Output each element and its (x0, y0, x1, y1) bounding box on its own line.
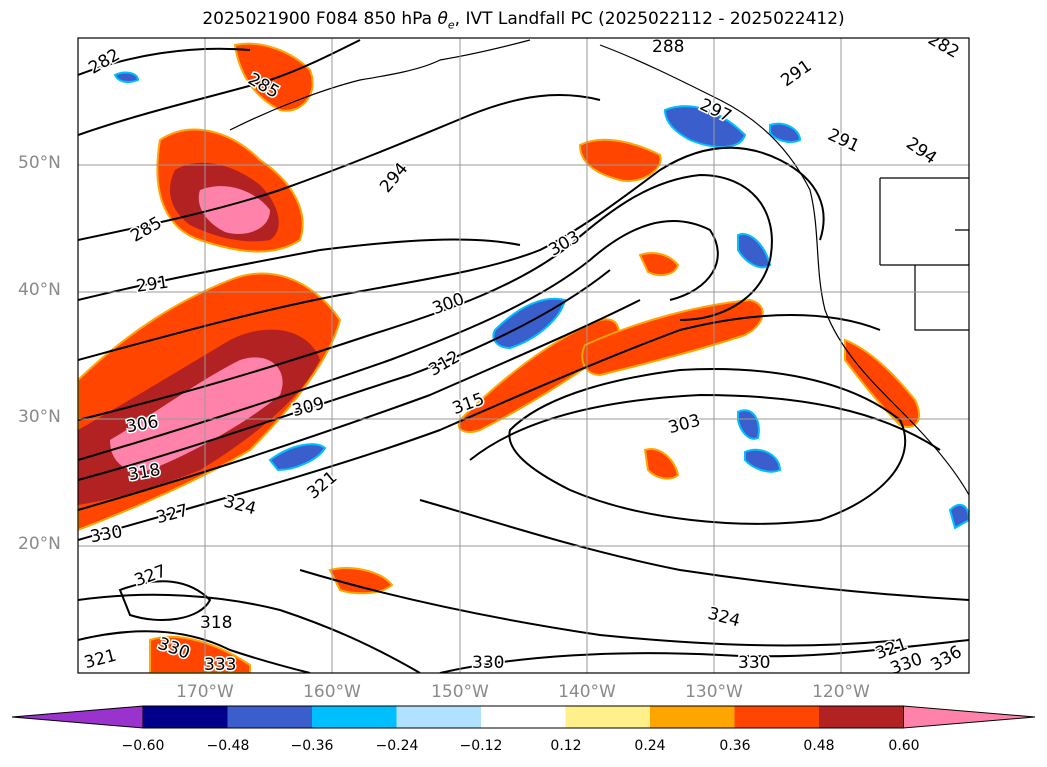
colorbar-tick-label: 0.24 (634, 738, 666, 754)
contour-label: 288 (652, 37, 684, 57)
positive-anomaly-shading (78, 42, 920, 673)
colorbar-tick-label: −0.48 (206, 738, 250, 754)
colorbar-segment (819, 706, 904, 728)
colorbar-segment (143, 706, 228, 728)
lon-label-160w: 160°W (303, 682, 361, 702)
lon-label-170w: 170°W (176, 682, 234, 702)
colorbar-tick-label: −0.36 (290, 738, 334, 754)
map-title: 2025021900 F084 850 hPa θe, IVT Landfall… (202, 9, 845, 32)
colorbar-outline (142, 705, 904, 729)
colorbar-tick-label: 0.60 (888, 738, 920, 754)
lon-label-130w: 130°W (685, 682, 743, 702)
contour-label: 318 (200, 613, 232, 633)
colorbar-segment (312, 706, 397, 728)
lon-label-150w: 150°W (431, 682, 489, 702)
lat-label-30n: 30°N (18, 407, 61, 427)
lat-label-20n: 20°N (18, 534, 61, 554)
colorbar-extend-low (11, 705, 144, 729)
map-frame (77, 37, 970, 674)
colorbar-segment (227, 706, 312, 728)
colorbar-extend-high (903, 705, 1036, 729)
lon-label-120w: 120°W (812, 682, 870, 702)
colorbar-tick-label: −0.60 (121, 738, 165, 754)
lat-label-40n: 40°N (18, 280, 61, 300)
colorbar-tick-label: 0.48 (803, 738, 835, 754)
colorbar-segment (481, 706, 566, 728)
colorbar-segment (734, 706, 819, 728)
coastlines (229, 39, 969, 496)
colorbar (11, 705, 1036, 729)
colorbar-tick-label: 0.12 (550, 738, 582, 754)
colorbar-tick-label: 0.36 (719, 738, 751, 754)
colorbar-segment (650, 706, 735, 728)
negative-anomaly-shading (113, 71, 969, 530)
colorbar-tick-label: −0.24 (375, 738, 419, 754)
colorbar-segment (565, 706, 650, 728)
contour-label: 330 (472, 653, 504, 673)
lat-label-50n: 50°N (18, 153, 61, 173)
contour-label: 333 (204, 655, 236, 675)
lon-label-140w: 140°W (558, 682, 616, 702)
colorbar-segment (396, 706, 481, 728)
graticule (78, 38, 969, 673)
colorbar-tick-label: −0.12 (459, 738, 503, 754)
contour-label: 330 (738, 653, 770, 673)
